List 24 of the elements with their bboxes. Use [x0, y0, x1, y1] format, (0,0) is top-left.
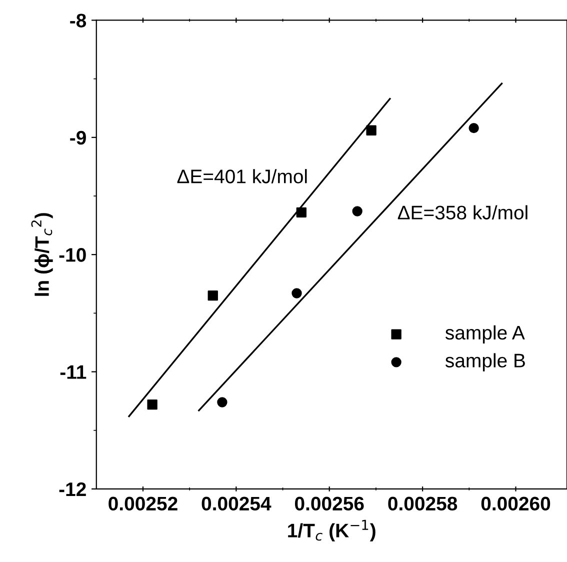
- point: [366, 125, 376, 136]
- point: [208, 290, 218, 301]
- y-tick-label: -8: [70, 14, 86, 28]
- point: [147, 399, 158, 410]
- y-tick-label: -12: [59, 482, 86, 496]
- legend-label: sample A: [445, 325, 525, 344]
- point: [468, 122, 479, 134]
- point: [296, 207, 306, 218]
- y-tick-label: -9: [70, 130, 86, 145]
- x-tick-label: 0.00260: [481, 496, 550, 511]
- legend-label: sample B: [445, 353, 525, 372]
- x-tick-label: 0.00254: [202, 496, 272, 511]
- x-axis-title: 1/T$_{c}$ (K$^{−1}$): [288, 520, 376, 542]
- y-tick-label: -10: [59, 248, 86, 262]
- point: [292, 288, 302, 298]
- point: [352, 206, 362, 216]
- y-axis-title: ln (ϕ/T$_{c}$$^{2}$): [31, 213, 53, 296]
- x-tick-label: 0.00252: [108, 496, 178, 511]
- point: [217, 397, 228, 408]
- x-tick-label: 0.00256: [294, 496, 364, 511]
- annotation: ΔE=401 kJ/mol: [177, 169, 307, 184]
- x-tick-label: 0.00258: [388, 496, 458, 511]
- y-tick-label: -11: [60, 365, 86, 379]
- annotation: ΔE=358 kJ/mol: [398, 205, 528, 220]
